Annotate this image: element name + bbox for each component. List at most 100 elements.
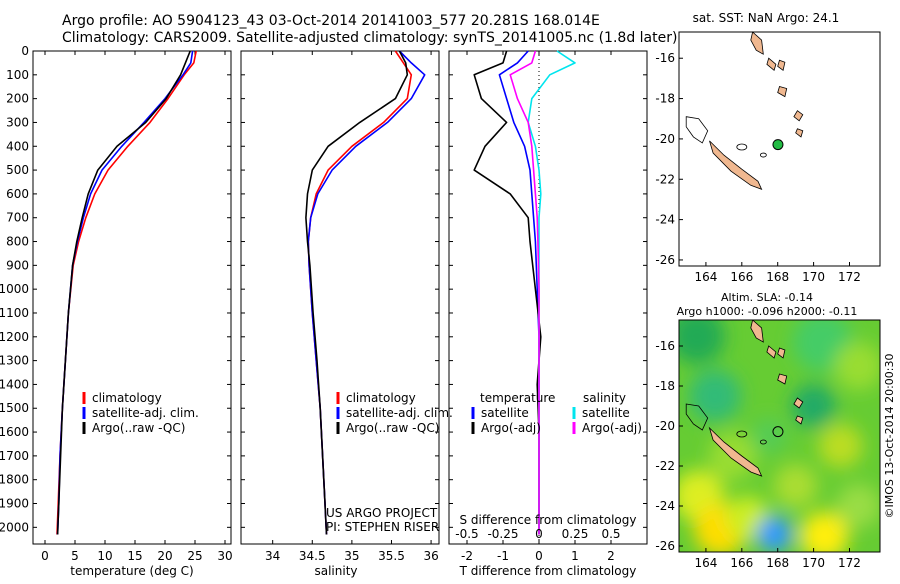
project-annotation: US ARGO PROJECT: [326, 506, 438, 520]
temperature-legend: climatology satellite-adj. clim. Argo(..…: [82, 391, 199, 435]
x-tick-label: 36: [423, 549, 438, 563]
lat-tick-label: -16: [655, 51, 675, 65]
island-shape: [777, 59, 786, 71]
x-tick-label: -1: [497, 549, 509, 563]
legend-s-satellite: satellite: [582, 406, 630, 420]
x-tick-label: 1: [571, 549, 579, 563]
depth-tick-label: 1800: [0, 473, 29, 487]
lat-tick-label: -22: [655, 172, 675, 186]
sla-field-cell: [791, 384, 836, 428]
lat-tick-label: -20: [655, 132, 675, 146]
sla-float-marker: [772, 426, 784, 438]
s-diff-tick-label: 0: [535, 527, 543, 541]
reef-outline: [685, 403, 709, 431]
lon-tick-label: 172: [838, 556, 861, 570]
s-diff-tick-label: -0.5: [455, 527, 478, 541]
sla-field-cell: [773, 464, 818, 508]
difference-panel: -2 -1 0 1 2 temperature satellite Argo(-adj)…: [448, 50, 648, 578]
legend-salinity-heading: salinity: [583, 391, 626, 405]
sla-field-cell: [679, 320, 725, 364]
lon-tick-label: 170: [802, 556, 825, 570]
legend-climatology: climatology: [92, 391, 162, 405]
legend-argo: Argo(..raw -QC): [346, 421, 439, 435]
x-tick-label: 35: [344, 549, 359, 563]
depth-tick-label: 1100: [0, 306, 29, 320]
s-diff-tick-label: 0.25: [562, 527, 589, 541]
island-shape: [793, 397, 804, 409]
x-tick-label: 15: [127, 549, 142, 563]
depth-tick-label: 1600: [0, 425, 29, 439]
sla-field-cell: [688, 370, 741, 422]
x-tick-label: 5: [71, 549, 79, 563]
depth-tick-label: 600: [6, 187, 29, 201]
series-line: [305, 50, 409, 535]
island-shape: [795, 415, 804, 425]
legend-climatology: climatology: [346, 391, 416, 405]
x-tick-label: -2: [461, 549, 473, 563]
lat-tick-label: -18: [655, 92, 675, 106]
x-tick-label: 0: [535, 549, 543, 563]
island-shape: [777, 347, 786, 359]
x-tick-label: 34.5: [299, 549, 326, 563]
temperature-axes-frame: [32, 50, 232, 545]
legend-temperature-heading: temperature: [480, 391, 555, 405]
depth-tick-label: 700: [6, 211, 29, 225]
salinity-panel: 34 34.5 35 35.5 36 climatology satellite-adj…: [240, 50, 453, 578]
salinity-legend: climatology satellite-adj. clim. Argo(..…: [336, 391, 453, 435]
s-diff-tick-label: -0.25: [487, 527, 518, 541]
depth-tick-label: 1700: [0, 449, 29, 463]
difference-depth-ticks: [449, 50, 647, 528]
legend-satellite: satellite-adj. clim.: [92, 406, 199, 420]
difference-series: [473, 50, 576, 535]
pi-annotation: PI: STEPHEN RISER: [326, 520, 439, 534]
sla-map-coastline: [685, 320, 804, 477]
island-shape: [708, 426, 763, 477]
sla-map-lon-ticks: 164 166 168 170 172: [694, 548, 861, 570]
depth-tick-label: 1400: [0, 377, 29, 391]
sla-title-line-1: Altim. SLA: -0.14: [721, 291, 813, 304]
t-difference-xlabel: T difference from climatology: [459, 564, 637, 578]
temperature-series: [56, 50, 197, 535]
reef-outline: [685, 116, 709, 144]
island-outline: [759, 152, 767, 158]
difference-legend: temperature satellite Argo(-adj) salinit…: [471, 391, 642, 435]
lat-tick-label: -16: [655, 339, 675, 353]
series-line: [56, 50, 191, 535]
sst-map-coastline: [685, 31, 804, 191]
depth-tick-label: 1000: [0, 282, 29, 296]
x-tick-label: 10: [97, 549, 112, 563]
depth-tick-label: 400: [6, 139, 29, 153]
lat-tick-label: -18: [655, 379, 675, 393]
header-line-2: Climatology: CARS2009. Satellite-adjuste…: [62, 30, 677, 46]
lat-tick-label: -26: [655, 253, 675, 267]
island-shape: [750, 31, 764, 55]
sst-map-lat-ticks: -16 -18 -20 -22 -24 -26: [655, 51, 683, 267]
s-difference-ticks: -0.5 -0.25 0 0.25 0.5: [455, 527, 620, 541]
sla-field-cell: [834, 342, 880, 390]
salinity-x-ticks: 34 34.5 35 35.5 36: [265, 51, 439, 563]
lon-tick-label: 168: [766, 556, 789, 570]
sla-map-lat-ticks: -16 -18 -20 -22 -24 -26: [655, 339, 683, 553]
sla-anomaly-field: [679, 320, 880, 552]
salinity-series: [305, 50, 426, 535]
series-line: [307, 50, 426, 535]
temperature-xlabel: temperature (deg C): [70, 564, 193, 578]
depth-tick-label: 500: [6, 163, 29, 177]
x-tick-label: 0: [41, 549, 49, 563]
salinity-axes-frame: [240, 50, 440, 545]
island-outline: [736, 430, 748, 438]
series-line: [56, 50, 197, 535]
sla-field-cell: [756, 516, 793, 552]
lat-tick-label: -26: [655, 539, 675, 553]
sla-map-frame: [678, 319, 881, 553]
island-shape: [793, 110, 804, 122]
x-tick-label: 34: [265, 549, 280, 563]
sst-map-panel: sat. SST: NaN Argo: 24.1 164 166 168 170 172…: [655, 11, 881, 284]
lon-tick-label: 164: [694, 270, 717, 284]
sla-title-line-2: Argo h1000: -0.096 h2000: -0.11: [677, 305, 858, 318]
island-shape: [777, 373, 788, 385]
island-outline: [759, 439, 767, 445]
header-line-1: Argo profile: AO 5904123_43 03-Oct-2014 …: [62, 13, 600, 29]
sla-field-cell: [800, 512, 849, 552]
